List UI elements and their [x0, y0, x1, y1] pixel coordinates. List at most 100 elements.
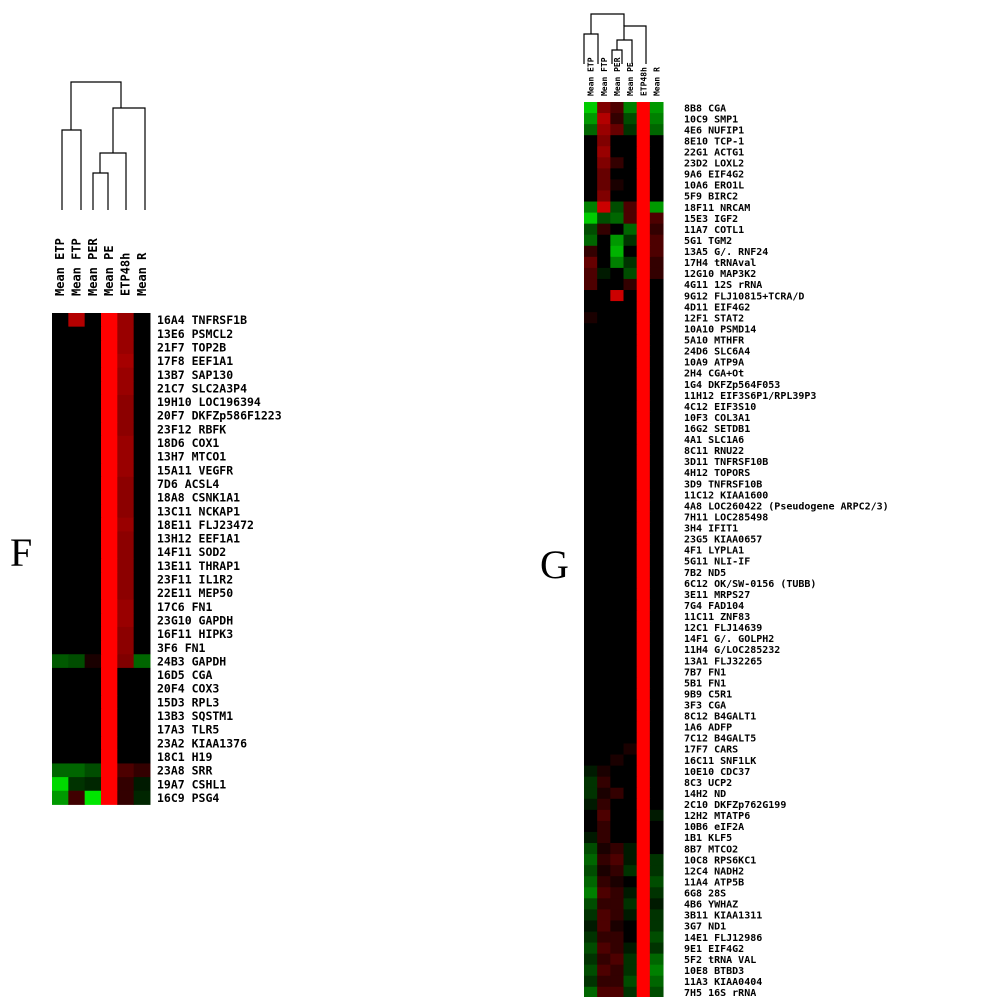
heatmap-cell [636, 201, 651, 214]
heatmap-cell [636, 102, 651, 114]
heatmap-cell [68, 463, 86, 478]
heatmap-cell [84, 340, 102, 355]
heatmap-cell [636, 267, 651, 280]
heatmap-cell [100, 722, 118, 737]
heatmap-cell [623, 876, 638, 888]
row-label: 23G10 GAPDH [157, 613, 233, 627]
heatmap-cell [584, 887, 598, 899]
heatmap-cell [636, 345, 651, 357]
heatmap-cell [84, 667, 102, 683]
heatmap-cell [52, 586, 69, 601]
row-label: 13E6 PSMCL2 [157, 327, 233, 341]
heatmap-cell [597, 986, 611, 997]
heatmap-cell [636, 190, 651, 203]
heatmap-cell [584, 699, 598, 711]
row-label: 13A5 G/. RNF24 [684, 247, 768, 258]
heatmap-cell [584, 278, 598, 291]
heatmap-cell [649, 245, 664, 258]
heatmap-cell [610, 688, 625, 700]
heatmap-cell [584, 168, 598, 180]
heatmap-cell [100, 749, 118, 764]
heatmap-cell [623, 776, 638, 789]
heatmap-cell [52, 695, 69, 710]
heatmap-cell [597, 621, 611, 634]
heatmap-cell [649, 688, 664, 700]
heatmap-cell [68, 367, 86, 382]
heatmap-cell [649, 776, 664, 789]
heatmap-cell [597, 378, 611, 391]
heatmap-cell [84, 736, 102, 751]
heatmap-cell [133, 476, 151, 491]
row-label: 4F1 LYPLA1 [684, 546, 744, 557]
heatmap-cell [636, 632, 651, 645]
heatmap-cell [100, 517, 118, 532]
heatmap-cell [610, 566, 625, 579]
heatmap-cell [597, 876, 611, 888]
heatmap-cell [117, 667, 135, 683]
heatmap-cell [623, 201, 638, 214]
row-label: 20F7 DKFZp586F1223 [157, 409, 282, 423]
heatmap-cell [636, 621, 651, 634]
heatmap-cell [68, 626, 86, 642]
heatmap-cell [610, 544, 625, 556]
heatmap-cell [623, 400, 638, 413]
row-label: 7D6 ACSL4 [157, 477, 219, 491]
heatmap-cell [52, 394, 69, 410]
heatmap-cell [636, 312, 651, 324]
heatmap-cell [597, 920, 611, 932]
heatmap-cell [623, 223, 638, 236]
heatmap-cell [649, 179, 664, 191]
heatmap-cell [84, 408, 102, 423]
heatmap-cell [623, 544, 638, 556]
heatmap-cell [623, 157, 638, 169]
heatmap-cell [649, 522, 664, 534]
heatmap-cell [597, 146, 611, 158]
heatmap-cell [636, 146, 651, 158]
heatmap-cell [68, 490, 86, 505]
heatmap-cell [597, 710, 611, 722]
heatmap-cell [623, 444, 638, 457]
heatmap-cell [117, 476, 135, 491]
heatmap-cell [584, 301, 598, 313]
row-label: 16G2 SETDB1 [684, 424, 750, 435]
heatmap-cell [649, 975, 664, 988]
row-label: 11A3 KIAA0404 [684, 977, 762, 988]
heatmap-cell [649, 754, 664, 767]
heatmap-cell [636, 743, 651, 756]
heatmap-cell [623, 190, 638, 203]
heatmap-cell [636, 555, 651, 568]
heatmap-cell [68, 340, 86, 355]
heatmap-cell [649, 931, 664, 944]
column-label: Mean R [652, 67, 661, 96]
heatmap-cell [584, 599, 598, 612]
heatmap-cell [649, 466, 664, 479]
heatmap-cell [100, 599, 118, 614]
heatmap-cell [623, 367, 638, 379]
row-label: 7B7 FN1 [684, 667, 726, 678]
column-label: Mean FTP [69, 238, 83, 296]
column-label: ETP48h [118, 253, 132, 296]
heatmap-cell [610, 323, 625, 335]
heatmap-cell [610, 677, 625, 689]
heatmap-cell [100, 558, 118, 573]
row-label: 10E10 CDC37 [684, 767, 750, 778]
heatmap-cell [610, 511, 625, 523]
heatmap-cell [133, 313, 151, 328]
heatmap-cell [597, 334, 611, 346]
heatmap-cell [584, 975, 598, 988]
heatmap-cell [597, 201, 611, 214]
heatmap-cell [623, 168, 638, 180]
heatmap-cell [623, 953, 638, 966]
heatmap-cell [68, 353, 86, 369]
row-label: 18A8 CSNK1A1 [157, 491, 240, 505]
heatmap-cell [84, 394, 102, 410]
heatmap-cell [649, 345, 664, 357]
column-label: Mean PER [86, 237, 100, 296]
heatmap-cell [117, 681, 135, 696]
heatmap-cell [636, 831, 651, 844]
heatmap-cell [133, 667, 151, 683]
heatmap-cell [52, 722, 69, 737]
heatmap-cell [636, 820, 651, 833]
heatmap-cell [649, 942, 664, 955]
heatmap-cell [597, 234, 611, 247]
